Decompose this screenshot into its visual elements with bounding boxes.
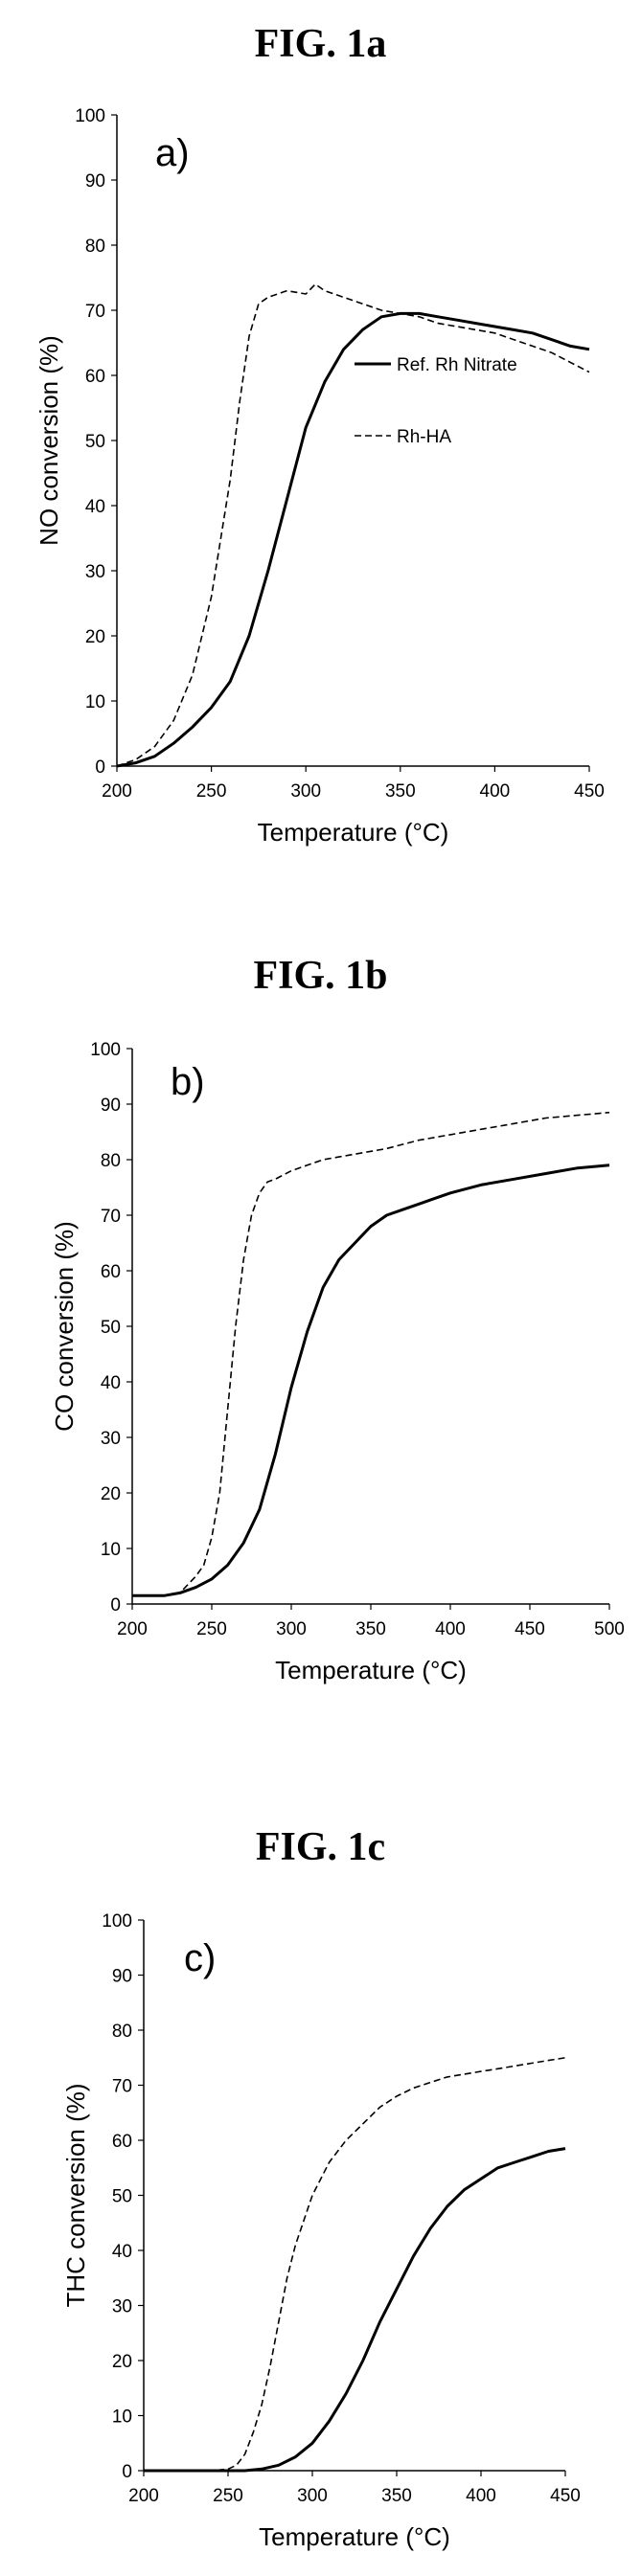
series-line-ref-rh-nitrate [116,311,590,768]
y-tick-label: 80 [101,1151,121,1171]
x-tick-label: 450 [550,2486,581,2506]
y-tick-label: 40 [101,1373,121,1393]
y-axis-label: NO conversion (%) [34,335,63,546]
legend-entry: Ref. Rh Nitrate [397,355,517,375]
y-tick-label: 100 [102,1911,132,1932]
y-tick-label: 50 [101,1318,121,1338]
x-tick-label: 350 [355,1619,386,1639]
y-tick-label: 0 [95,757,105,778]
x-tick-label: 200 [102,781,132,802]
y-tick-label: 0 [122,2462,132,2482]
y-tick-label: 80 [112,2022,132,2042]
x-tick-label: 450 [515,1619,545,1639]
x-tick-label: 400 [480,781,511,802]
y-tick-label: 70 [101,1207,121,1227]
y-tick-label: 60 [85,367,105,387]
y-tick-label: 30 [85,562,105,582]
y-tick-label: 20 [112,2352,132,2372]
x-tick-label: 500 [594,1619,625,1639]
x-tick-label: 300 [297,2486,328,2506]
y-tick-label: 50 [112,2187,132,2207]
y-tick-label: 60 [112,2132,132,2152]
panel-label: c) [184,1937,216,1979]
y-tick-label: 0 [110,1595,121,1616]
series-line-rh-ha [116,283,590,767]
x-tick-label: 450 [574,781,605,802]
y-tick-label: 100 [75,106,105,126]
chart-thc-conversion: 0 10 20 30 40 50 60 70 80 90 100 200 250 300 350 400 450… [61,1911,581,2551]
y-tick-label: 30 [101,1429,121,1449]
x-axis-label: Temperature (°C) [258,818,449,847]
y-tick-label: 60 [101,1262,121,1282]
series-line-ref-rh-nitrate [132,1164,610,1597]
panel-label: a) [155,132,190,174]
series-line-ref-rh-nitrate [144,2147,566,2473]
y-tick-label: 100 [90,1040,121,1060]
y-axis-label: CO conversion (%) [50,1221,79,1432]
y-tick-label: 10 [101,1540,121,1560]
y-tick-label: 30 [112,2297,132,2317]
y-tick-label: 70 [112,2077,132,2097]
y-tick-label: 40 [112,2242,132,2262]
figure-title-c: FIG. 1c [255,1825,386,1869]
y-tick-label: 90 [85,171,105,192]
y-axis-label: THC conversion (%) [61,2083,90,2307]
x-tick-label: 300 [276,1619,307,1639]
x-tick-label: 300 [290,781,321,802]
y-tick-label: 50 [85,432,105,452]
y-tick-label: 90 [101,1096,121,1116]
y-tick-label: 20 [85,627,105,647]
x-tick-label: 350 [381,2486,412,2506]
x-tick-label: 250 [196,1619,227,1639]
y-tick-label: 90 [112,1967,132,1987]
y-tick-label: 80 [85,237,105,257]
figure-title-b: FIG. 1b [253,954,388,998]
legend-entry: Rh-HA [397,427,451,447]
y-tick-label: 10 [112,2407,132,2428]
figure-title-a: FIG. 1a [254,22,387,66]
x-tick-label: 200 [117,1619,148,1639]
x-tick-label: 200 [128,2486,159,2506]
x-tick-label: 250 [213,2486,243,2506]
y-tick-label: 70 [85,302,105,322]
y-tick-label: 20 [101,1484,121,1504]
x-tick-label: 250 [196,781,227,802]
x-tick-label: 400 [435,1619,466,1639]
panel-label: b) [171,1061,205,1103]
x-tick-label: 350 [385,781,416,802]
series-line-rh-ha [132,1111,610,1597]
x-axis-label: Temperature (°C) [259,2522,450,2551]
chart-co-conversion: 0 10 20 30 40 50 60 70 80 90 100 200 250 300 350 400 450… [50,1040,625,1684]
chart-no-conversion: 0 10 20 30 40 50 60 70 80 90 100 200 250 300 350 400 450… [34,106,605,847]
series-line-rh-ha [144,2057,566,2472]
y-tick-label: 40 [85,497,105,517]
x-tick-label: 400 [466,2486,496,2506]
y-tick-label: 10 [85,692,105,712]
x-axis-label: Temperature (°C) [275,1656,467,1684]
